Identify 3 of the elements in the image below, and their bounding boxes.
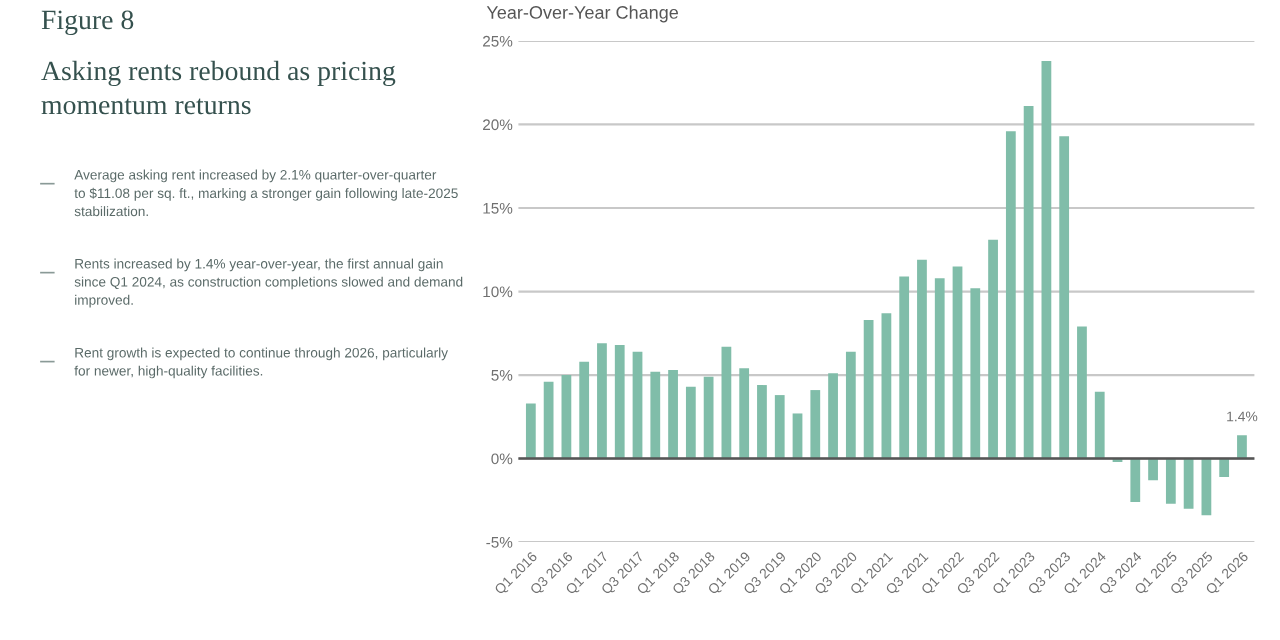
text: Asking rents rebound as pricing momentum returns xyxy=(41,60,396,115)
text: Figure 8 xyxy=(41,10,134,35)
y-axis-title: Year-Over-Year Change xyxy=(486,5,678,23)
